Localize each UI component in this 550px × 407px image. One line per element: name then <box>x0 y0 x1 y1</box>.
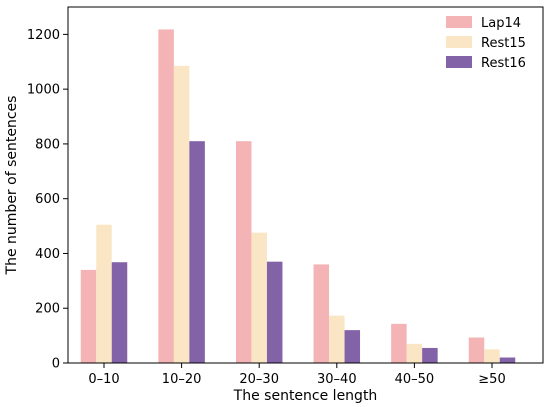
bars-group <box>80 29 516 364</box>
y-tick-label: 0 <box>52 357 60 372</box>
x-tick-label: ≥50 <box>478 372 505 387</box>
legend-label-rest16: Rest16 <box>481 56 526 71</box>
bar-rest15-1 <box>173 65 190 363</box>
bar-rest15-3 <box>329 315 345 363</box>
legend-swatch-rest16 <box>446 56 472 68</box>
y-axis-ticks: 0 200 400 600 800 1000 1200 <box>27 28 68 372</box>
y-tick-label: 1000 <box>27 83 60 98</box>
bar-lap14-0 <box>80 269 97 363</box>
y-tick-label: 200 <box>35 302 60 317</box>
legend-swatch-lap14 <box>446 16 472 28</box>
bar-rest16-4 <box>422 347 438 363</box>
x-tick-label: 30–40 <box>317 372 357 387</box>
x-tick-label: 40–50 <box>395 372 435 387</box>
legend: Lap14 Rest15 Rest16 <box>446 16 526 71</box>
y-tick-label: 400 <box>35 247 60 262</box>
x-tick-label: 0–10 <box>88 372 119 387</box>
legend-label-lap14: Lap14 <box>481 16 521 31</box>
x-tick-label: 20–30 <box>239 372 279 387</box>
x-axis-label: The sentence length <box>233 388 378 404</box>
y-axis-label: The number of sentences <box>4 96 20 276</box>
y-tick-label: 600 <box>35 192 60 207</box>
bar-rest15-5 <box>484 349 500 363</box>
bar-rest16-2 <box>266 261 283 363</box>
y-tick-label: 1200 <box>27 28 60 43</box>
x-axis-ticks: 0–10 10–20 20–30 30–40 40–50 ≥50 <box>88 363 506 387</box>
bar-rest16-0 <box>111 262 128 363</box>
legend-label-rest15: Rest15 <box>481 36 526 51</box>
bar-rest16-5 <box>499 357 516 363</box>
bar-lap14-3 <box>313 264 330 363</box>
bar-rest16-1 <box>189 141 205 363</box>
bar-rest15-2 <box>251 232 267 363</box>
bar-rest15-0 <box>96 224 112 363</box>
y-tick-label: 800 <box>35 137 60 152</box>
bar-rest15-4 <box>406 343 423 363</box>
x-tick-label: 10–20 <box>162 372 202 387</box>
bar-lap14-5 <box>468 337 485 363</box>
bar-lap14-2 <box>235 141 252 363</box>
legend-swatch-rest15 <box>446 36 472 48</box>
bar-rest16-3 <box>344 330 361 363</box>
bar-lap14-1 <box>158 29 174 364</box>
bar-lap14-4 <box>391 323 407 363</box>
plot-frame <box>67 6 544 364</box>
